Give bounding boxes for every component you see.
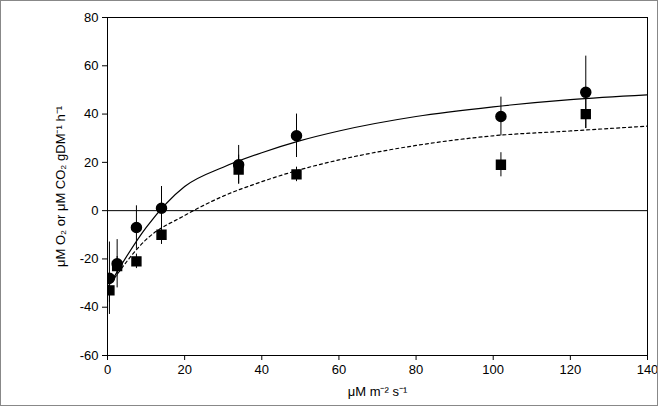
- svg-text:60: 60: [332, 362, 346, 377]
- svg-text:-20: -20: [80, 251, 99, 266]
- svg-text:100: 100: [482, 362, 504, 377]
- svg-text:40: 40: [255, 362, 269, 377]
- svg-text:μM m⁻² s⁻¹: μM m⁻² s⁻¹: [348, 384, 408, 399]
- svg-text:40: 40: [84, 106, 98, 121]
- svg-text:μM O₂ or μM CO₂ gDM⁻¹ h⁻¹: μM O₂ or μM CO₂ gDM⁻¹ h⁻¹: [53, 105, 68, 267]
- svg-text:80: 80: [409, 362, 423, 377]
- svg-text:20: 20: [84, 155, 98, 170]
- svg-text:0: 0: [91, 203, 98, 218]
- svg-text:20: 20: [177, 362, 191, 377]
- svg-text:-60: -60: [80, 348, 99, 363]
- svg-text:0: 0: [104, 362, 111, 377]
- svg-text:-40: -40: [80, 299, 99, 314]
- svg-text:120: 120: [560, 362, 582, 377]
- svg-text:80: 80: [84, 10, 98, 25]
- svg-text:140: 140: [637, 362, 657, 377]
- svg-text:60: 60: [84, 58, 98, 73]
